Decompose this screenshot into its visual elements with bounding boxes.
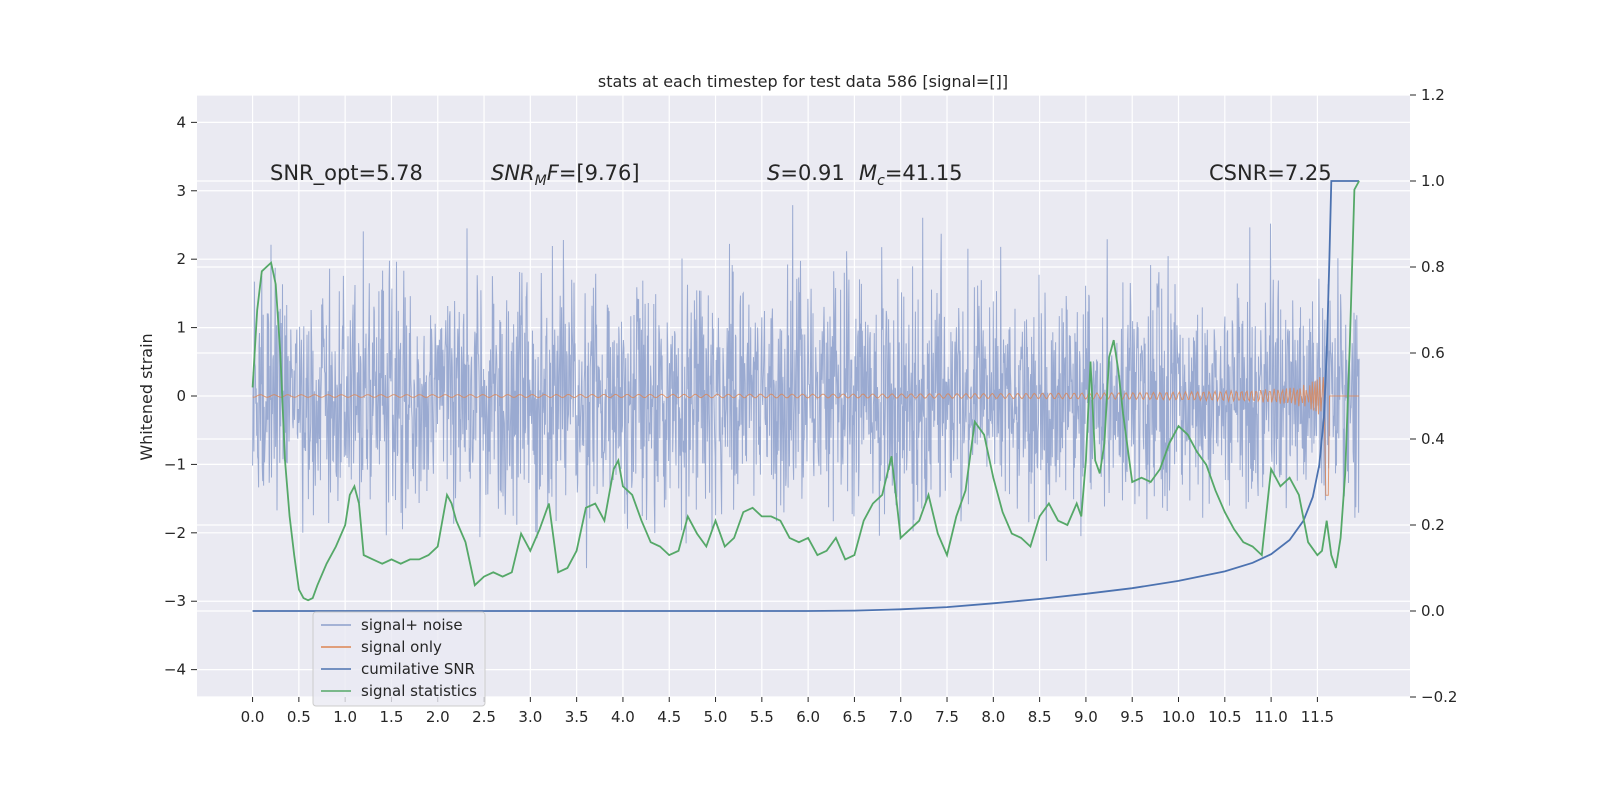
y-axis-ticks: −4 −3 −2 −1 0 1 2 3 4 [164,113,197,679]
x-tick-label: 7.0 [889,708,913,726]
annotation-mc-subscript: c [877,173,885,189]
x-tick-label: 11.5 [1301,708,1334,726]
y-tick-label: 1 [176,319,186,337]
x-tick-label: 3.0 [518,708,542,726]
x-tick-label: 2.5 [472,708,496,726]
x-tick-label: 9.0 [1074,708,1098,726]
signal-only-line [252,376,1360,496]
x-tick-label: 3.5 [565,708,589,726]
y-tick-label: 4 [176,113,186,131]
annotation-s-value: =0.91 [780,161,844,185]
y2-axis-ticks: −0.2 0.0 0.2 0.4 0.6 0.8 1.0 1.2 [1410,86,1457,706]
annotation-snr-opt: SNR_opt=5.78 [270,161,423,186]
x-tick-label: 1.5 [380,708,404,726]
y2-tick-label: 0.4 [1421,430,1445,448]
x-tick-label: 8.5 [1028,708,1052,726]
legend-frame [312,611,486,707]
chart-title: stats at each timestep for test data 586… [598,72,1008,91]
legend-label-signal-noise: signal+ noise [361,616,463,634]
x-tick-label: 11.0 [1254,708,1287,726]
annotation-snr-mf-value: =[9.76] [559,161,640,185]
annotation-snr-mf: SNRMF=[9.76] [491,161,640,189]
legend-label-signal-statistics: signal statistics [361,682,477,700]
annotation-s: S=0.91 [767,161,845,185]
annotations: SNR_opt=5.78 SNRMF=[9.76] S=0.91 Mc=41.1… [270,161,1332,189]
signal-statistics-series [251,180,1360,602]
x-tick-label: 7.5 [935,708,959,726]
annotation-mc: Mc=41.15 [859,161,963,189]
y-tick-label: −2 [164,524,186,542]
annotation-snr-mf-symbol: SNR [491,161,535,185]
x-tick-label: 0.0 [241,708,265,726]
y2-tick-label: −0.2 [1421,688,1457,706]
annotation-mc-value: =41.15 [885,161,963,185]
y-tick-label: −1 [164,455,186,473]
y-axis-label: Whitened strain [137,333,156,460]
legend-label-cumulative-snr: cumilative SNR [361,660,475,678]
y-tick-label: −4 [164,661,186,679]
x-tick-label: 5.0 [704,708,728,726]
x-tick-label: 0.5 [287,708,311,726]
y2-tick-label: 0.8 [1421,258,1445,276]
x-tick-label: 5.5 [750,708,774,726]
annotation-snr-mf-subscript: M [535,173,547,189]
y2-tick-label: 0.6 [1421,344,1445,362]
x-tick-label: 9.5 [1120,708,1144,726]
signal-statistics-line [251,180,1360,602]
x-tick-label: 4.5 [657,708,681,726]
y-tick-label: −3 [164,592,186,610]
y-tick-label: 3 [176,182,186,200]
annotation-mc-symbol: M [859,161,877,185]
x-tick-label: 4.0 [611,708,635,726]
cumulative-snr-series [252,180,1360,612]
y2-tick-label: 1.2 [1421,86,1445,104]
y2-tick-label: 1.0 [1421,172,1445,190]
x-tick-label: 6.0 [796,708,820,726]
y2-tick-label: 0.0 [1421,602,1445,620]
annotation-csnr: CSNR=7.25 [1209,161,1332,185]
x-tick-label: 6.5 [842,708,866,726]
y2-tick-label: 0.2 [1421,516,1445,534]
x-tick-label: 1.0 [333,708,357,726]
x-tick-label: 10.0 [1162,708,1195,726]
x-tick-label: 10.5 [1208,708,1241,726]
cumulative-snr-line [252,180,1360,612]
annotation-s-symbol: S [767,161,780,185]
signal-only-series [252,376,1360,496]
x-tick-label: 8.0 [981,708,1005,726]
legend: signal+ noise signal only cumilative SNR… [312,611,486,707]
x-tick-label: 2.0 [426,708,450,726]
legend-label-signal-only: signal only [361,638,442,656]
annotation-snr-mf-symbol2: F [547,161,560,185]
y-tick-label: 2 [176,250,186,268]
y-tick-label: 0 [176,387,186,405]
x-axis-ticks: 0.0 0.5 1.0 1.5 2.0 2.5 3.0 3.5 4.0 4.5 5.0 5.5 6.0 6… [241,697,1334,726]
